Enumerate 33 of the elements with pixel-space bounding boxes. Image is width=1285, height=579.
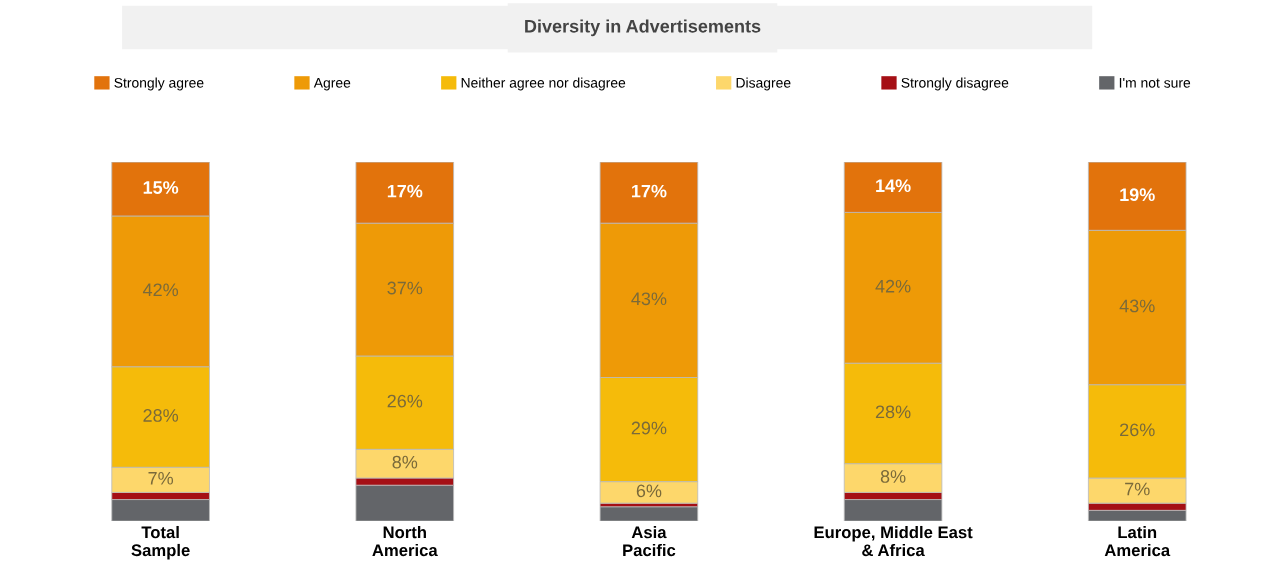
legend-label: Disagree [736, 77, 791, 91]
data-label: 19% [1120, 188, 1155, 202]
data-label: 28% [875, 405, 911, 419]
legend-label: Strongly disagree [901, 77, 1009, 91]
data-label: 42% [875, 279, 911, 293]
x-tick-label: Latin America [1104, 525, 1171, 557]
x-tick-label: Europe, Middle East & Africa [814, 525, 973, 557]
data-label: 37% [387, 281, 423, 295]
data-label: 14% [876, 179, 911, 193]
data-label: 26% [387, 394, 423, 408]
data-label: 42% [142, 283, 179, 297]
chart-title: Diversity in Advertisements [525, 19, 761, 37]
x-tick-label: Total Sample [131, 525, 190, 560]
data-label: 8% [880, 470, 906, 483]
legend-label: Strongly agree [114, 77, 204, 91]
data-label: 43% [631, 292, 667, 306]
data-label: 28% [143, 409, 179, 422]
data-label: 7% [148, 471, 174, 485]
bar [599, 506, 699, 522]
legend-label: Neither agree nor disagree [461, 77, 626, 91]
data-label: 43% [1119, 299, 1155, 313]
data-label: 17% [631, 184, 667, 198]
data-label: 17% [387, 184, 423, 198]
data-label: 26% [1120, 423, 1155, 437]
data-label: 7% [1125, 482, 1150, 496]
x-tick-label: Asia Pacific [623, 525, 676, 557]
legend-label: Agree [313, 78, 351, 91]
data-label: 8% [392, 455, 418, 469]
x-tick-label: North America [372, 525, 438, 557]
legend-label: I'm not sure [1119, 78, 1191, 88]
data-label: 6% [636, 484, 662, 498]
data-label: 29% [631, 421, 667, 435]
data-label: 15% [143, 181, 179, 194]
